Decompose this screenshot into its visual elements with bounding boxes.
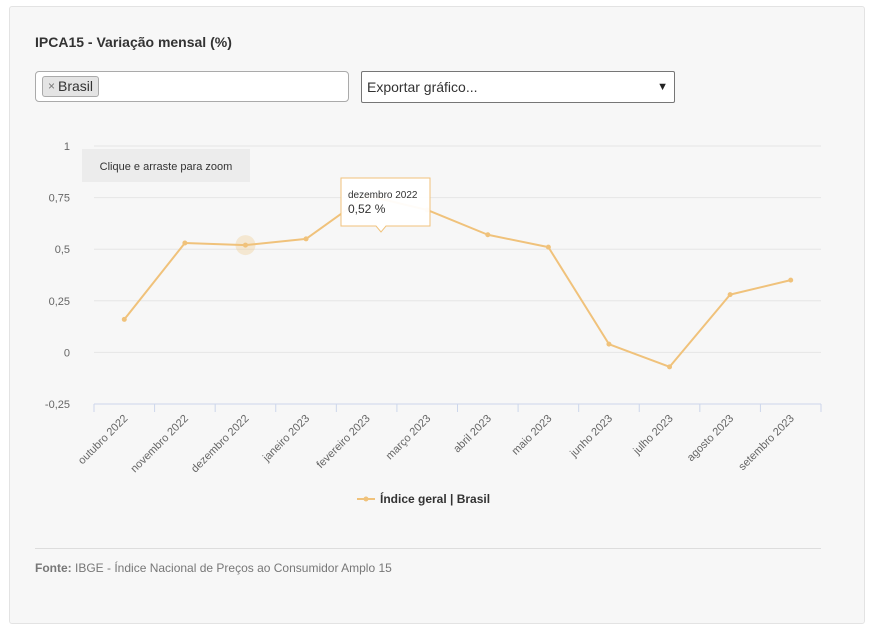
zoom-hint: Clique e arraste para zoom [82, 149, 250, 182]
y-tick-label: 0,75 [49, 193, 70, 205]
legend-marker-icon [363, 496, 369, 502]
data-point[interactable] [667, 364, 673, 370]
source-label: Fonte: [35, 561, 72, 575]
series-layer [121, 193, 794, 370]
x-tick-label: maio 2023 [510, 413, 555, 458]
legend-label: Índice geral | Brasil [380, 491, 490, 506]
data-point[interactable] [242, 242, 248, 248]
data-point[interactable] [485, 232, 491, 238]
tooltip-date: dezembro 2022 [348, 190, 418, 201]
region-filter-input[interactable]: × Brasil [35, 71, 349, 102]
region-tag[interactable]: × Brasil [42, 76, 100, 97]
x-tick-label: janeiro 2023 [260, 413, 312, 465]
chart-title: IPCA15 - Variação mensal (%) [35, 34, 232, 50]
x-tick-label: dezembro 2022 [189, 413, 252, 476]
chart-grid [94, 145, 821, 353]
data-point[interactable] [606, 341, 612, 347]
y-tick-label: 0,25 [49, 296, 70, 308]
data-point[interactable] [727, 292, 733, 298]
legend[interactable]: Índice geral | Brasil [357, 491, 490, 506]
x-tick-label: abril 2023 [451, 413, 494, 456]
remove-tag-icon[interactable]: × [48, 79, 56, 93]
tooltip: dezembro 2022 0,52 % [340, 177, 431, 233]
region-tag-label: Brasil [58, 78, 94, 94]
y-tick-label: 0,5 [55, 244, 70, 256]
y-tick-label: -0,25 [45, 399, 70, 411]
y-tick-label: 0 [64, 347, 70, 359]
data-point[interactable] [303, 236, 309, 242]
footer-divider [35, 548, 821, 549]
source-text: IBGE - Índice Nacional de Preços ao Cons… [75, 561, 392, 575]
chart-card [9, 6, 865, 624]
source-note: Fonte: IBGE - Índice Nacional de Preços … [35, 561, 392, 575]
x-tick-label: março 2023 [384, 413, 434, 463]
data-point[interactable] [545, 244, 551, 250]
x-tick-label: setembro 2023 [736, 413, 796, 473]
data-point[interactable] [121, 316, 127, 322]
zoom-hint-text: Clique e arraste para zoom [100, 161, 233, 173]
tooltip-value: 0,52 % [348, 202, 386, 216]
x-tick-label: junho 2023 [567, 413, 615, 461]
data-point[interactable] [788, 277, 794, 283]
x-tick-label: outubro 2022 [76, 413, 130, 467]
chevron-down-icon: ▼ [657, 81, 668, 93]
x-tick-label: agosto 2023 [685, 413, 736, 464]
data-point[interactable] [182, 240, 188, 246]
export-select-value: Exportar gráfico... [367, 79, 478, 95]
export-chart-select[interactable]: Exportar gráfico... ▼ [361, 71, 675, 103]
series-line [123, 194, 791, 368]
x-tick-label: julho 2023 [631, 413, 676, 458]
y-axis: 1 0,75 0,5 0,25 0 -0,25 [45, 141, 70, 411]
x-tick-label: fevereiro 2023 [315, 413, 373, 471]
line-chart[interactable]: 1 0,75 0,5 0,25 0 -0,25 outubro 2022novembro … [0, 0, 874, 540]
y-tick-label: 1 [64, 141, 70, 153]
x-tick-label: novembro 2022 [128, 413, 191, 476]
